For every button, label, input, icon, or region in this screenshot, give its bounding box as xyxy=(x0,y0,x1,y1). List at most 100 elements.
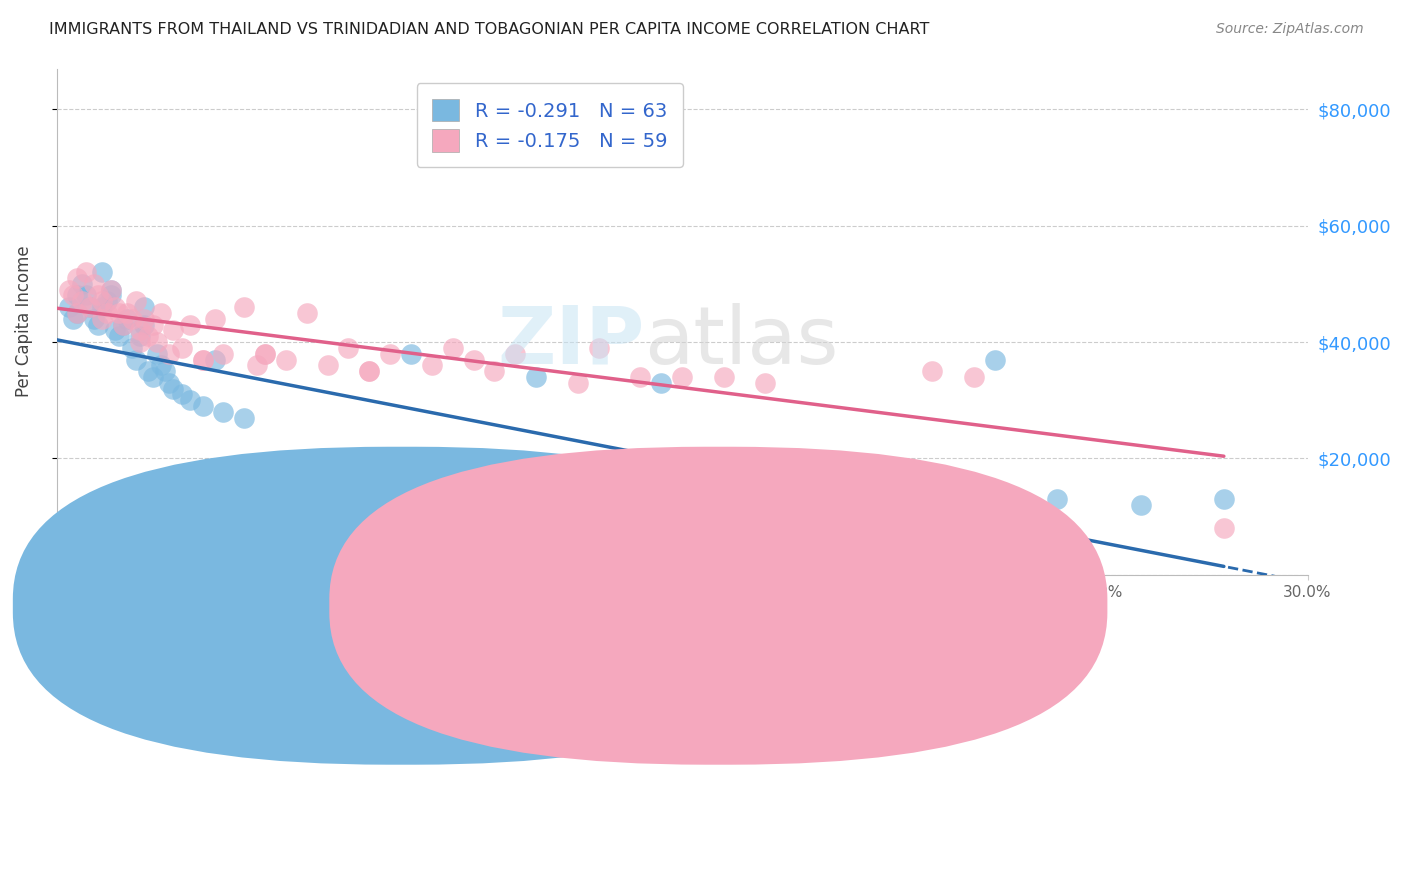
Point xyxy=(796,504,818,518)
Point xyxy=(170,341,193,355)
Point xyxy=(399,347,422,361)
Point xyxy=(75,288,97,302)
Point xyxy=(112,318,135,332)
Point xyxy=(66,306,89,320)
Point xyxy=(420,359,443,373)
Point xyxy=(671,475,693,489)
Text: atlas: atlas xyxy=(644,303,839,381)
Point xyxy=(100,283,122,297)
Point xyxy=(441,341,464,355)
Point xyxy=(274,352,297,367)
Point xyxy=(588,486,610,500)
Point xyxy=(191,352,214,367)
Point xyxy=(75,265,97,279)
Point xyxy=(145,347,167,361)
Y-axis label: Per Capita Income: Per Capita Income xyxy=(15,246,32,398)
Point xyxy=(134,311,156,326)
Point xyxy=(112,318,135,332)
Point xyxy=(62,311,84,326)
Point xyxy=(567,376,589,390)
Point xyxy=(484,364,506,378)
Point xyxy=(463,492,485,507)
FancyBboxPatch shape xyxy=(13,447,792,764)
Point xyxy=(337,341,360,355)
Point xyxy=(713,370,735,384)
Point xyxy=(316,475,339,489)
Point xyxy=(129,334,152,349)
Point xyxy=(254,347,277,361)
Point xyxy=(1046,492,1069,507)
Point xyxy=(83,311,105,326)
Point xyxy=(838,509,860,524)
Point xyxy=(524,370,547,384)
Point xyxy=(125,294,148,309)
Point xyxy=(650,376,672,390)
Point xyxy=(179,318,201,332)
Point xyxy=(141,318,163,332)
Point xyxy=(129,329,152,343)
Point xyxy=(212,405,235,419)
Point xyxy=(121,311,143,326)
Point xyxy=(628,370,651,384)
Point xyxy=(87,288,110,302)
Point xyxy=(713,492,735,507)
Point xyxy=(162,382,184,396)
Point xyxy=(879,516,901,530)
Point xyxy=(380,347,402,361)
Point xyxy=(149,359,172,373)
Point xyxy=(503,347,526,361)
Point xyxy=(963,370,986,384)
Point xyxy=(108,306,131,320)
Point xyxy=(359,364,381,378)
Point xyxy=(503,475,526,489)
Point xyxy=(671,370,693,384)
Point xyxy=(62,288,84,302)
Point xyxy=(83,277,105,291)
Point xyxy=(66,288,89,302)
Text: Source: ZipAtlas.com: Source: ZipAtlas.com xyxy=(1216,22,1364,37)
Text: ZIP: ZIP xyxy=(498,303,644,381)
Point xyxy=(91,311,114,326)
Point xyxy=(79,300,101,314)
Point xyxy=(70,277,93,291)
Point xyxy=(129,323,152,337)
Point xyxy=(141,370,163,384)
Point xyxy=(337,481,360,495)
Point xyxy=(108,329,131,343)
Text: Immigrants from Thailand: Immigrants from Thailand xyxy=(412,605,627,624)
Point xyxy=(254,347,277,361)
Point xyxy=(91,294,114,309)
Point xyxy=(125,352,148,367)
Legend: R = -0.291   N = 63, R = -0.175   N = 59: R = -0.291 N = 63, R = -0.175 N = 59 xyxy=(416,83,683,167)
Point xyxy=(170,387,193,401)
Point xyxy=(359,469,381,483)
Point xyxy=(588,341,610,355)
Point xyxy=(70,294,93,309)
Point xyxy=(179,393,201,408)
Point xyxy=(79,300,101,314)
Point xyxy=(91,265,114,279)
Point xyxy=(157,347,180,361)
Point xyxy=(254,469,277,483)
Point xyxy=(191,399,214,413)
Point xyxy=(295,306,318,320)
Point xyxy=(121,341,143,355)
Point xyxy=(204,311,226,326)
Point xyxy=(233,300,256,314)
Point xyxy=(138,329,160,343)
Point xyxy=(212,347,235,361)
Point xyxy=(274,463,297,477)
Point xyxy=(134,300,156,314)
Point xyxy=(1213,521,1236,535)
Point xyxy=(984,352,1007,367)
Point xyxy=(66,306,89,320)
Point xyxy=(380,486,402,500)
Point xyxy=(134,318,156,332)
Point xyxy=(754,498,776,512)
Point xyxy=(246,359,269,373)
Point xyxy=(104,300,127,314)
Point xyxy=(204,352,226,367)
Point xyxy=(162,323,184,337)
Point xyxy=(104,323,127,337)
Point xyxy=(100,288,122,302)
